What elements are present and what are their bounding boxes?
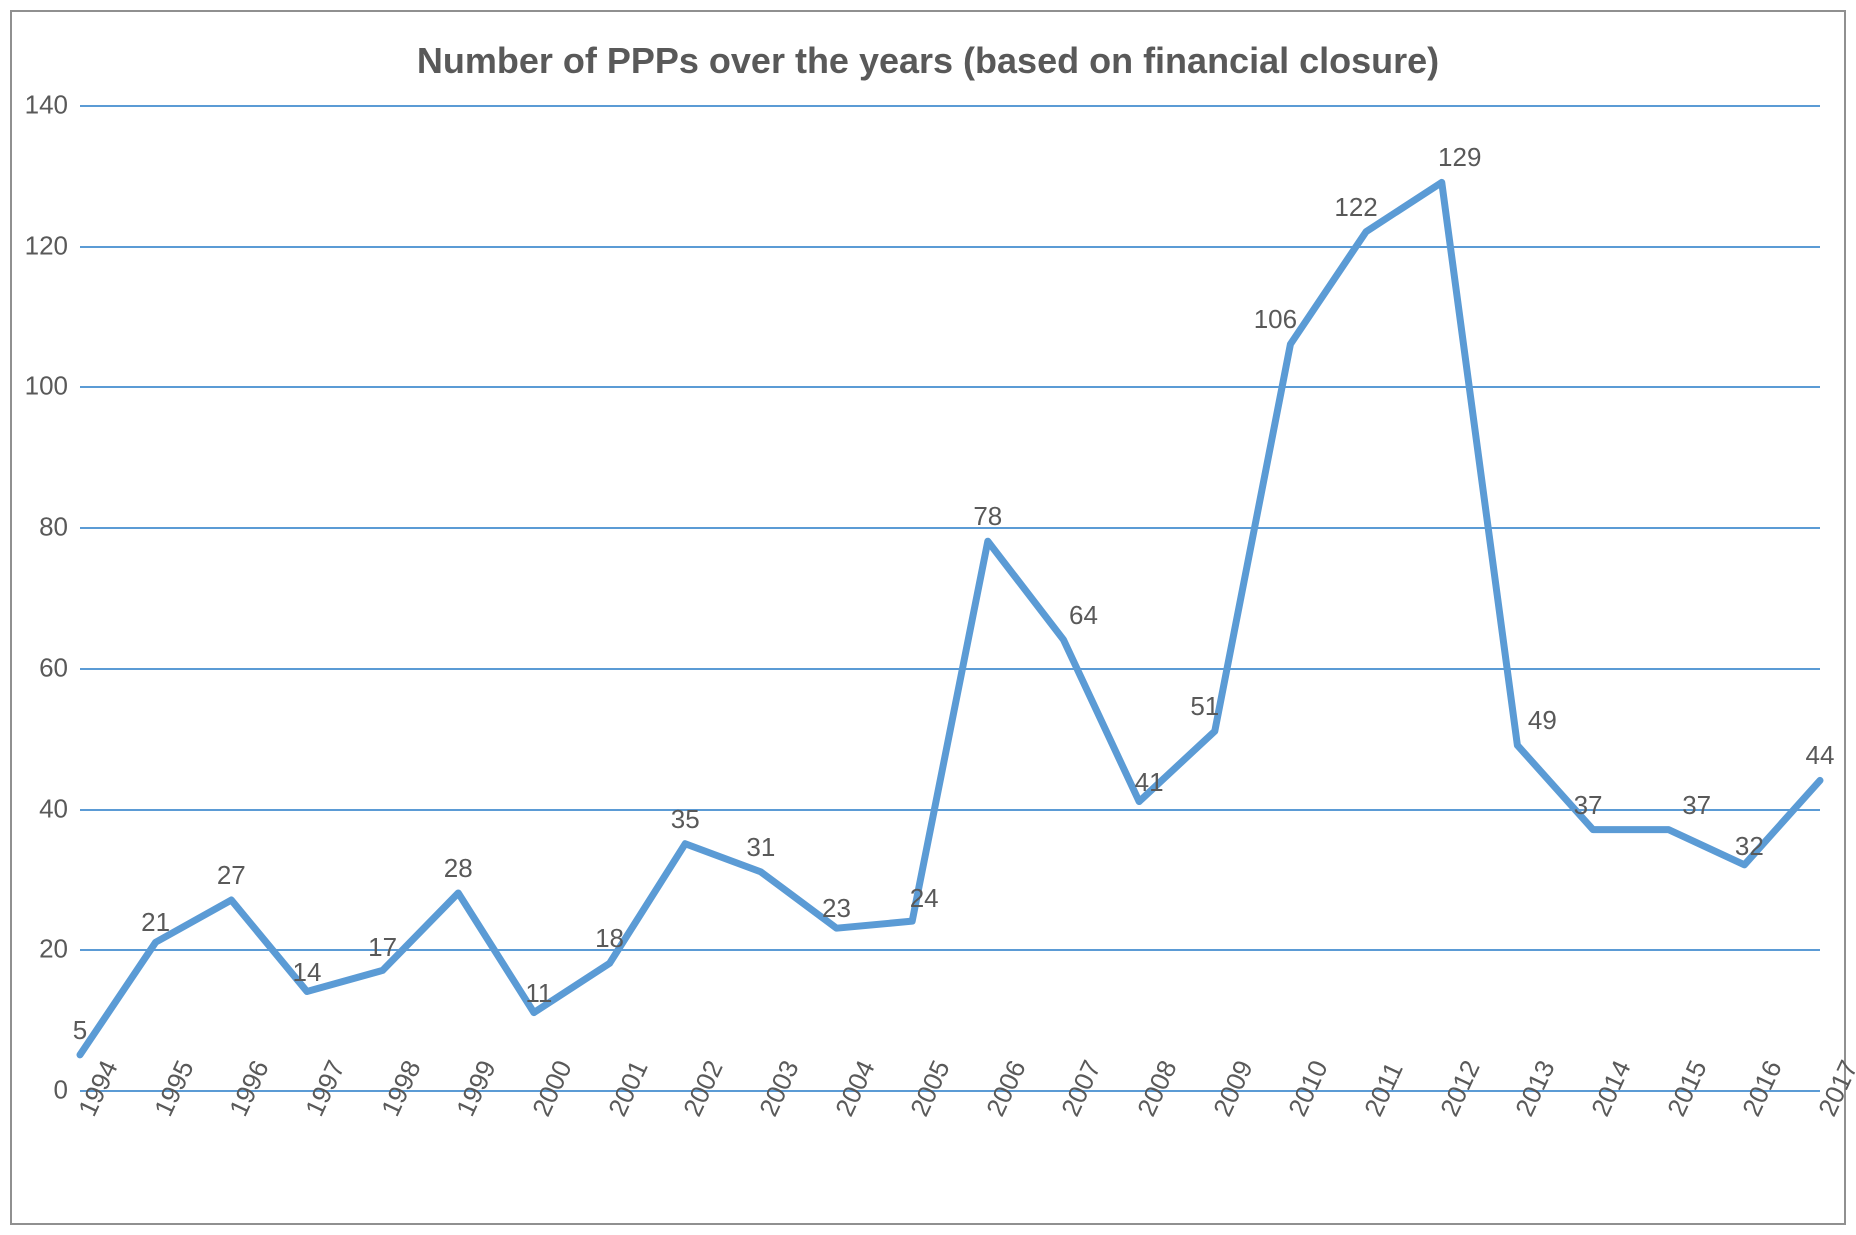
data-label: 37 [1574, 790, 1603, 821]
data-label: 18 [595, 923, 624, 954]
gridline [80, 105, 1820, 107]
chart-container: Number of PPPs over the years (based on … [0, 0, 1856, 1235]
plot-area: 0204060801001201401994199519961997199819… [80, 105, 1820, 1090]
line-series [80, 182, 1820, 1054]
data-label: 24 [910, 883, 939, 914]
y-tick-label: 20 [39, 934, 80, 965]
data-label: 31 [746, 832, 775, 863]
data-label: 78 [973, 501, 1002, 532]
gridline [80, 386, 1820, 388]
data-label: 37 [1682, 790, 1711, 821]
data-label: 21 [141, 907, 170, 938]
gridline [80, 668, 1820, 670]
y-tick-label: 140 [25, 90, 80, 121]
data-label: 129 [1438, 142, 1481, 173]
data-label: 32 [1735, 831, 1764, 862]
y-tick-label: 60 [39, 652, 80, 683]
data-label: 28 [444, 853, 473, 884]
gridline [80, 527, 1820, 529]
y-tick-label: 100 [25, 371, 80, 402]
data-label: 27 [217, 860, 246, 891]
data-label: 17 [368, 932, 397, 963]
line-svg [80, 105, 1820, 1090]
chart-title: Number of PPPs over the years (based on … [0, 40, 1856, 82]
y-tick-label: 80 [39, 512, 80, 543]
gridline [80, 246, 1820, 248]
gridline [80, 809, 1820, 811]
data-label: 64 [1069, 600, 1098, 631]
data-label: 49 [1528, 705, 1557, 736]
data-label: 41 [1135, 766, 1164, 797]
data-label: 5 [73, 1015, 87, 1046]
gridline [80, 949, 1820, 951]
data-label: 51 [1190, 691, 1219, 722]
data-label: 122 [1334, 192, 1377, 223]
data-label: 106 [1254, 304, 1297, 335]
data-label: 14 [292, 956, 321, 987]
data-label: 35 [671, 804, 700, 835]
data-label: 44 [1806, 740, 1835, 771]
y-tick-label: 120 [25, 230, 80, 261]
data-label: 11 [525, 977, 552, 1008]
data-label: 23 [822, 893, 851, 924]
y-tick-label: 40 [39, 793, 80, 824]
